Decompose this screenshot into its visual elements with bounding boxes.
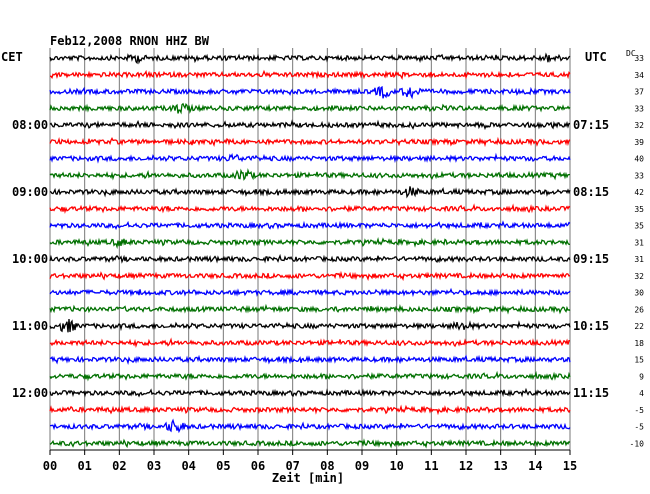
dc-offset-label: 31 (634, 238, 644, 247)
seismic-trace (49, 253, 571, 264)
x-tick-label: 12 (459, 459, 473, 473)
left-time-label: 08:00 (12, 118, 48, 132)
dc-offset-label: 35 (634, 205, 644, 214)
x-tick-label: 07 (285, 459, 299, 473)
left-time-label: 12:00 (12, 386, 48, 400)
chart-title: Feb12,2008 RNON HHZ BW (50, 34, 210, 48)
seismic-trace (49, 237, 570, 250)
seismic-trace (49, 418, 571, 434)
x-tick-label: 06 (251, 459, 265, 473)
seismic-trace (49, 102, 571, 115)
dc-offset-label: 30 (634, 289, 644, 298)
dc-offset-label: 9 (639, 372, 644, 381)
dc-offset-label: 33 (634, 54, 644, 63)
right-time-label: 08:15 (573, 185, 609, 199)
seismic-trace (49, 287, 571, 298)
dc-offset-label: 32 (634, 272, 644, 281)
x-tick-label: 02 (112, 459, 126, 473)
left-time-labels: 08:00 09:00 10:00 11:00 12:00 (12, 118, 48, 400)
x-tick-label: 10 (389, 459, 403, 473)
seismic-trace (49, 167, 571, 181)
seismic-trace (49, 387, 571, 398)
right-time-label: 11:15 (573, 386, 609, 400)
left-time-label: 10:00 (12, 252, 48, 266)
seismic-trace (49, 85, 571, 100)
x-axis-label: Zeit [min] (272, 471, 344, 485)
dc-offset-label: 35 (634, 222, 644, 231)
seismic-trace (49, 303, 571, 315)
dc-offset-label: 31 (634, 255, 644, 264)
seismic-trace (49, 270, 571, 282)
seismic-trace (49, 337, 570, 349)
dc-offset-label: 33 (634, 171, 644, 180)
x-tick-label: 05 (216, 459, 230, 473)
seismic-trace (49, 354, 571, 366)
dc-offset-label: 4 (639, 389, 644, 398)
x-tick-label: 00 (43, 459, 57, 473)
right-time-label: 10:15 (573, 319, 609, 333)
dc-offset-label: -10 (630, 439, 645, 448)
dc-offset-label: 34 (634, 71, 644, 80)
left-timezone-label: CET (1, 50, 23, 64)
trace-group (49, 52, 571, 449)
seismic-trace (49, 152, 571, 164)
dc-offset-label: -5 (634, 406, 644, 415)
x-tick-label: 04 (181, 459, 195, 473)
x-tick-label: 11 (424, 459, 438, 473)
x-tick-label: 01 (77, 459, 91, 473)
x-tick-label: 08 (320, 459, 334, 473)
seismic-trace (49, 69, 571, 80)
x-tick-label: 13 (493, 459, 507, 473)
dc-offset-label: -5 (634, 423, 644, 432)
right-timezone-label: UTC (585, 50, 607, 64)
seismic-trace (49, 438, 571, 449)
dc-offset-labels: 33 34 37 33 32 39 40 33 42 35 35 31 31 32 30 26 22 18 15 9 4… (630, 54, 645, 448)
dc-offset-label: 39 (634, 138, 644, 147)
x-tick-label: 03 (147, 459, 161, 473)
right-time-label: 09:15 (573, 252, 609, 266)
seismic-trace (49, 220, 571, 231)
plot-grid (49, 48, 571, 451)
dc-offset-label: 15 (634, 356, 644, 365)
dc-offset-label: 26 (634, 305, 644, 314)
x-tick-label: 15 (563, 459, 577, 473)
seismic-trace (49, 319, 571, 333)
dc-offset-label: 40 (634, 155, 644, 164)
seismic-trace (49, 136, 571, 148)
dc-offset-label: 18 (634, 339, 644, 348)
right-time-label: 07:15 (573, 118, 609, 132)
seismic-trace (49, 370, 571, 382)
seismic-trace (49, 404, 571, 416)
x-tick-label: 14 (528, 459, 542, 473)
dc-offset-label: 22 (634, 322, 644, 331)
seismic-trace (49, 52, 571, 65)
left-time-label: 11:00 (12, 319, 48, 333)
seismic-trace (49, 119, 571, 131)
left-time-label: 09:00 (12, 185, 48, 199)
right-time-labels: 07:15 08:15 09:15 10:15 11:15 (573, 118, 609, 400)
x-tick-label: 09 (355, 459, 369, 473)
dc-offset-label: 42 (634, 188, 644, 197)
dc-offset-label: 32 (634, 121, 644, 130)
dc-offset-label: 37 (634, 88, 644, 97)
dc-offset-label: 33 (634, 104, 644, 113)
seismic-trace (49, 203, 571, 215)
seismic-trace (49, 186, 571, 199)
dc-header: DC (626, 49, 636, 58)
x-axis-ticks: 00 01 02 03 04 05 06 07 08 09 10 11 12 13 14 15 (43, 450, 577, 473)
